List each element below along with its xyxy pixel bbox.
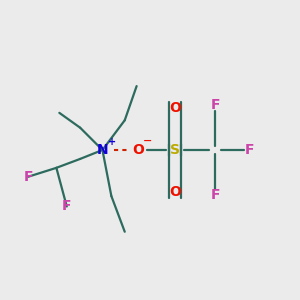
Text: −: − bbox=[143, 136, 153, 146]
Text: +: + bbox=[108, 137, 116, 147]
Text: F: F bbox=[211, 98, 220, 112]
Text: S: S bbox=[170, 143, 180, 157]
Text: O: O bbox=[132, 143, 144, 157]
Text: F: F bbox=[23, 170, 33, 184]
Text: O: O bbox=[169, 101, 181, 116]
Text: F: F bbox=[211, 188, 220, 202]
Text: F: F bbox=[62, 200, 71, 214]
Text: O: O bbox=[169, 184, 181, 199]
Text: N: N bbox=[97, 143, 108, 157]
Text: F: F bbox=[245, 143, 254, 157]
